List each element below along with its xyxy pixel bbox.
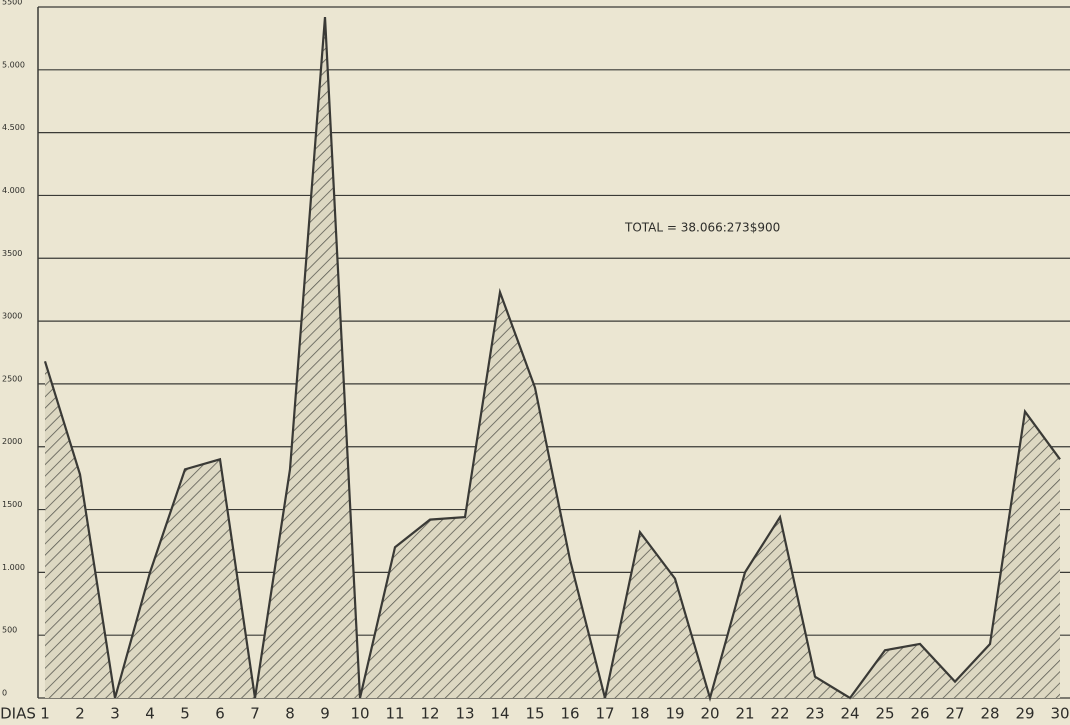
x-tick-label: 11 (385, 705, 404, 723)
x-tick-label: 30 (1050, 705, 1069, 723)
annotation: TOTAL = 38.066:273$900 (624, 221, 780, 235)
y-tick-label: 4.500 (2, 123, 25, 132)
x-tick-label: 28 (980, 705, 999, 723)
x-tick-label: 7 (250, 705, 260, 723)
x-tick-label: 24 (840, 705, 859, 723)
area (45, 17, 1060, 699)
y-tick-label: 1500 (2, 500, 22, 509)
x-tick-label: 12 (420, 705, 439, 723)
x-tick-label: 15 (525, 705, 544, 723)
y-tick-label: 3000 (2, 312, 22, 321)
y-tick-label: 1.000 (2, 563, 25, 572)
x-tick-label: 23 (805, 705, 824, 723)
x-axis-label: DIAS (0, 705, 36, 723)
x-tick-label: 19 (665, 705, 684, 723)
x-tick-label: 18 (630, 705, 649, 723)
line (43, 16, 1061, 703)
x-tick-label: 29 (1015, 705, 1034, 723)
x-tick-label: 27 (945, 705, 964, 723)
y-tick-label: 0 (2, 689, 7, 698)
x-tick-label: 21 (735, 705, 754, 723)
x-tick-label: 17 (595, 705, 614, 723)
x-tick-label: 3 (110, 705, 120, 723)
y-tick-label: 500 (2, 626, 17, 635)
x-tick-label: 4 (145, 705, 155, 723)
x-tick-label: 8 (285, 705, 295, 723)
y-tick-label: 2500 (2, 374, 22, 383)
x-tick-label: 6 (215, 705, 225, 723)
x-tick-label: 10 (350, 705, 369, 723)
x-tick-label: 26 (910, 705, 929, 723)
x-tick-label: 5 (180, 705, 190, 723)
x-tick-label: 2 (75, 705, 85, 723)
x-tick-label: 14 (490, 705, 509, 723)
x-tick-label: 22 (770, 705, 789, 723)
x-tick-label: 25 (875, 705, 894, 723)
y-tick-label: 5.000 (2, 60, 25, 69)
y-tick-label: 3500 (2, 249, 22, 258)
x-tick-label: 1 (40, 705, 50, 723)
y-tick-label: 2000 (2, 437, 22, 446)
x-tick-label: 13 (455, 705, 474, 723)
x-tick-label: 16 (560, 705, 579, 723)
x-tick-label: 9 (320, 705, 330, 723)
y-tick-label: 5500 (2, 0, 22, 7)
x-tick-label: 20 (700, 705, 719, 723)
y-tick-label: 4.000 (2, 186, 25, 195)
